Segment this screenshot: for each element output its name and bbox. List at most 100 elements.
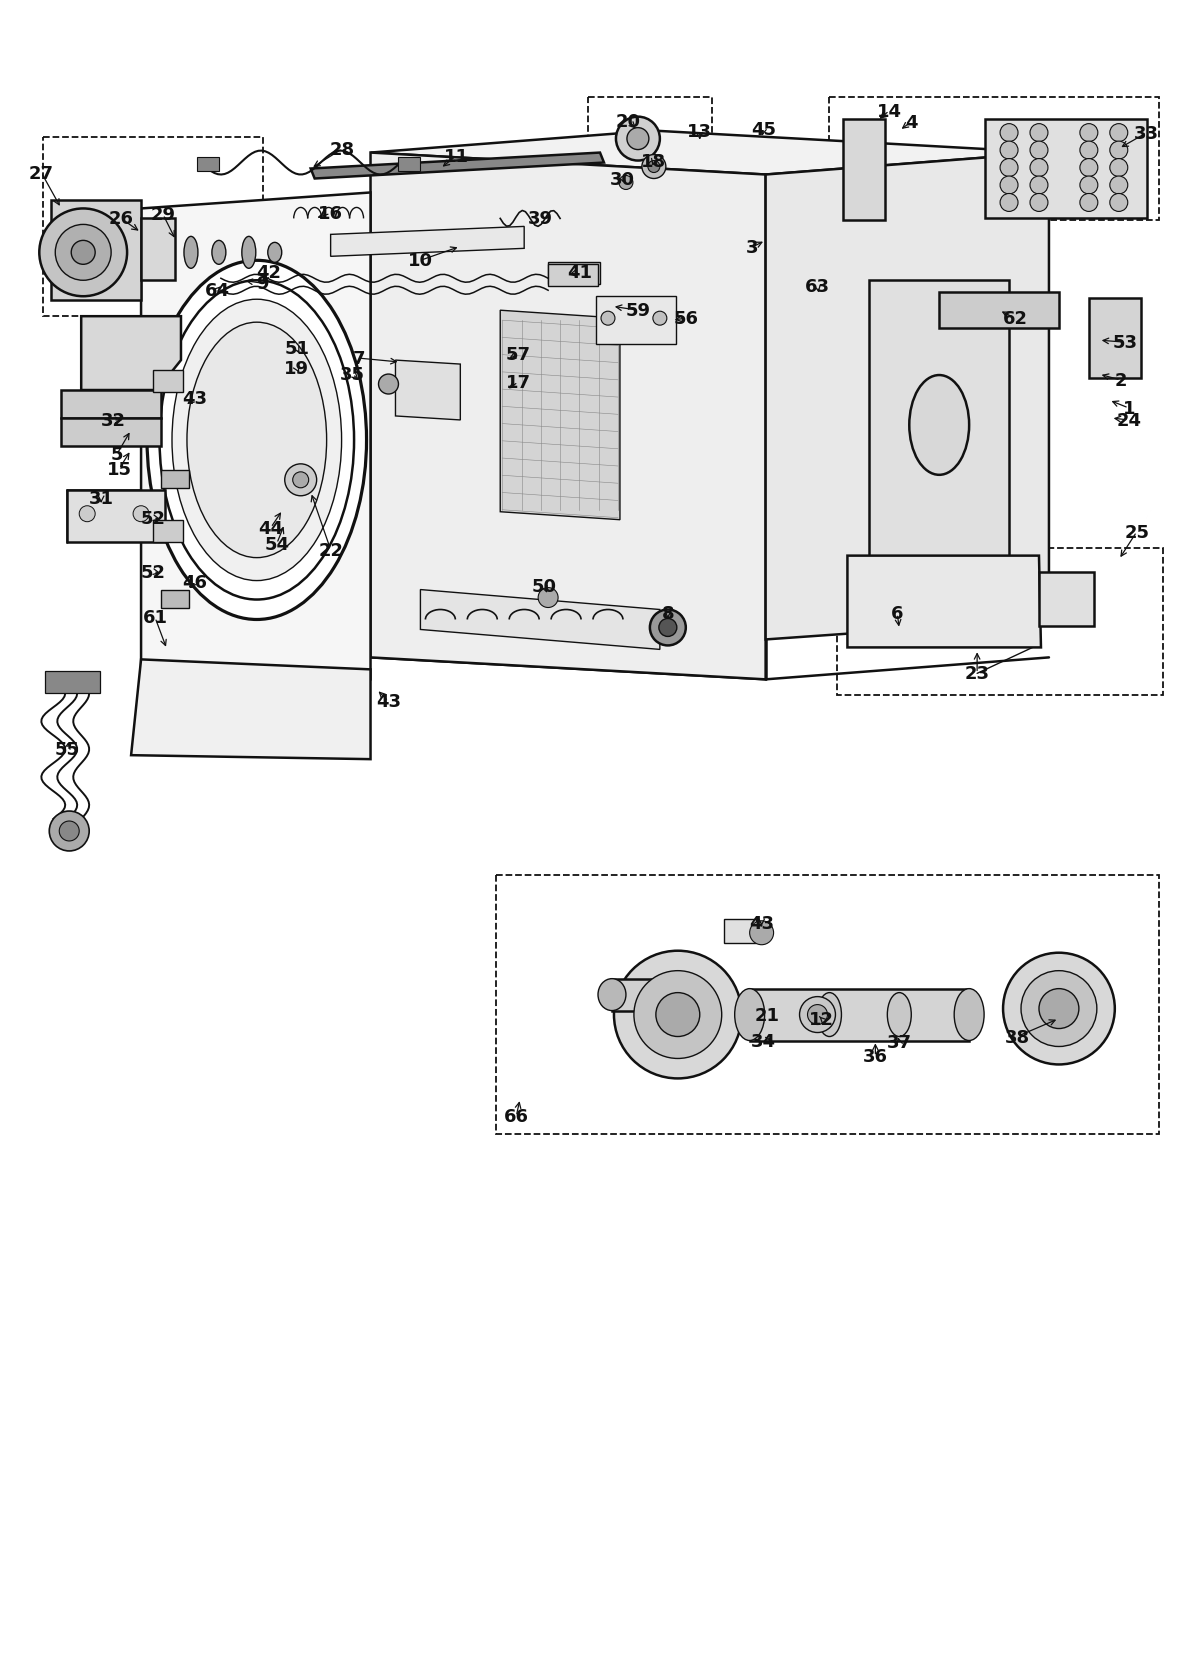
Ellipse shape [734,990,764,1041]
Polygon shape [766,154,1049,640]
Ellipse shape [212,242,226,265]
Circle shape [1030,124,1048,142]
Text: 52: 52 [140,510,166,528]
Text: 29: 29 [150,207,175,225]
Text: 11: 11 [444,147,469,166]
Polygon shape [82,318,181,391]
Text: 55: 55 [55,741,79,758]
Text: 5: 5 [110,445,124,463]
Text: 7: 7 [353,349,365,367]
Circle shape [1030,177,1048,195]
Text: 62: 62 [1002,309,1027,328]
Text: 43: 43 [376,693,401,712]
Text: 13: 13 [688,122,713,141]
Ellipse shape [910,376,970,475]
Bar [596,296,676,344]
Text: 26: 26 [109,210,133,228]
Circle shape [538,588,558,607]
Polygon shape [311,154,604,179]
Circle shape [1080,177,1098,195]
Bar [67,490,166,543]
Bar [398,157,420,172]
Bar [197,157,218,172]
Bar [838,548,1163,695]
Text: 21: 21 [755,1006,780,1024]
Text: 22: 22 [318,541,343,559]
Circle shape [653,313,667,326]
Text: 52: 52 [140,563,166,581]
Text: 61: 61 [143,609,168,627]
Circle shape [634,971,721,1059]
Text: 15: 15 [107,460,132,478]
Bar [154,520,182,543]
Circle shape [1110,124,1128,142]
Ellipse shape [242,237,256,270]
Polygon shape [371,154,766,680]
Polygon shape [371,131,1049,175]
Text: 19: 19 [284,359,310,377]
Polygon shape [844,119,886,222]
Text: 66: 66 [504,1107,529,1125]
Bar [61,391,161,419]
Circle shape [1110,177,1128,195]
Text: 35: 35 [340,366,365,384]
Circle shape [1000,177,1018,195]
Bar [548,263,600,285]
Bar [724,919,756,943]
Text: 44: 44 [258,520,283,538]
Circle shape [378,374,398,396]
Circle shape [1000,124,1018,142]
Circle shape [59,821,79,841]
Text: 18: 18 [641,152,666,170]
Circle shape [133,506,149,523]
Text: 3: 3 [745,240,758,257]
Circle shape [750,922,774,945]
Text: 12: 12 [809,1010,834,1028]
Text: 37: 37 [887,1034,912,1053]
Circle shape [1003,953,1115,1064]
Text: 9: 9 [257,275,269,293]
Bar [161,470,188,488]
Bar [1088,300,1141,379]
Text: 64: 64 [204,281,229,300]
Text: 57: 57 [505,346,530,364]
Circle shape [614,952,742,1079]
Text: 63: 63 [805,278,830,296]
Circle shape [601,313,614,326]
Ellipse shape [187,323,326,558]
Circle shape [55,225,112,281]
Text: 14: 14 [877,103,902,121]
Circle shape [1080,124,1098,142]
Circle shape [293,473,308,488]
Circle shape [1021,971,1097,1048]
Circle shape [1110,159,1128,177]
Text: 25: 25 [1124,523,1150,541]
Circle shape [49,811,89,851]
Polygon shape [142,194,371,680]
Text: 59: 59 [625,301,650,319]
Circle shape [659,619,677,637]
Text: 20: 20 [616,113,641,131]
Text: 53: 53 [1112,334,1138,353]
Bar [46,672,100,693]
Text: 43: 43 [182,391,208,407]
Bar [154,371,182,392]
Ellipse shape [184,237,198,270]
Circle shape [79,506,95,523]
Circle shape [284,465,317,496]
Text: 42: 42 [257,265,281,281]
Bar [142,218,175,281]
Circle shape [1000,142,1018,161]
Circle shape [1110,142,1128,161]
Ellipse shape [268,243,282,263]
Text: 27: 27 [29,164,54,182]
Text: 38: 38 [1004,1028,1030,1046]
Polygon shape [847,556,1040,649]
Bar [548,265,598,286]
Text: 39: 39 [528,210,553,228]
Text: 17: 17 [505,374,530,392]
Text: 54: 54 [264,535,289,553]
Circle shape [650,611,686,645]
Text: 50: 50 [532,578,557,596]
Circle shape [1080,142,1098,161]
